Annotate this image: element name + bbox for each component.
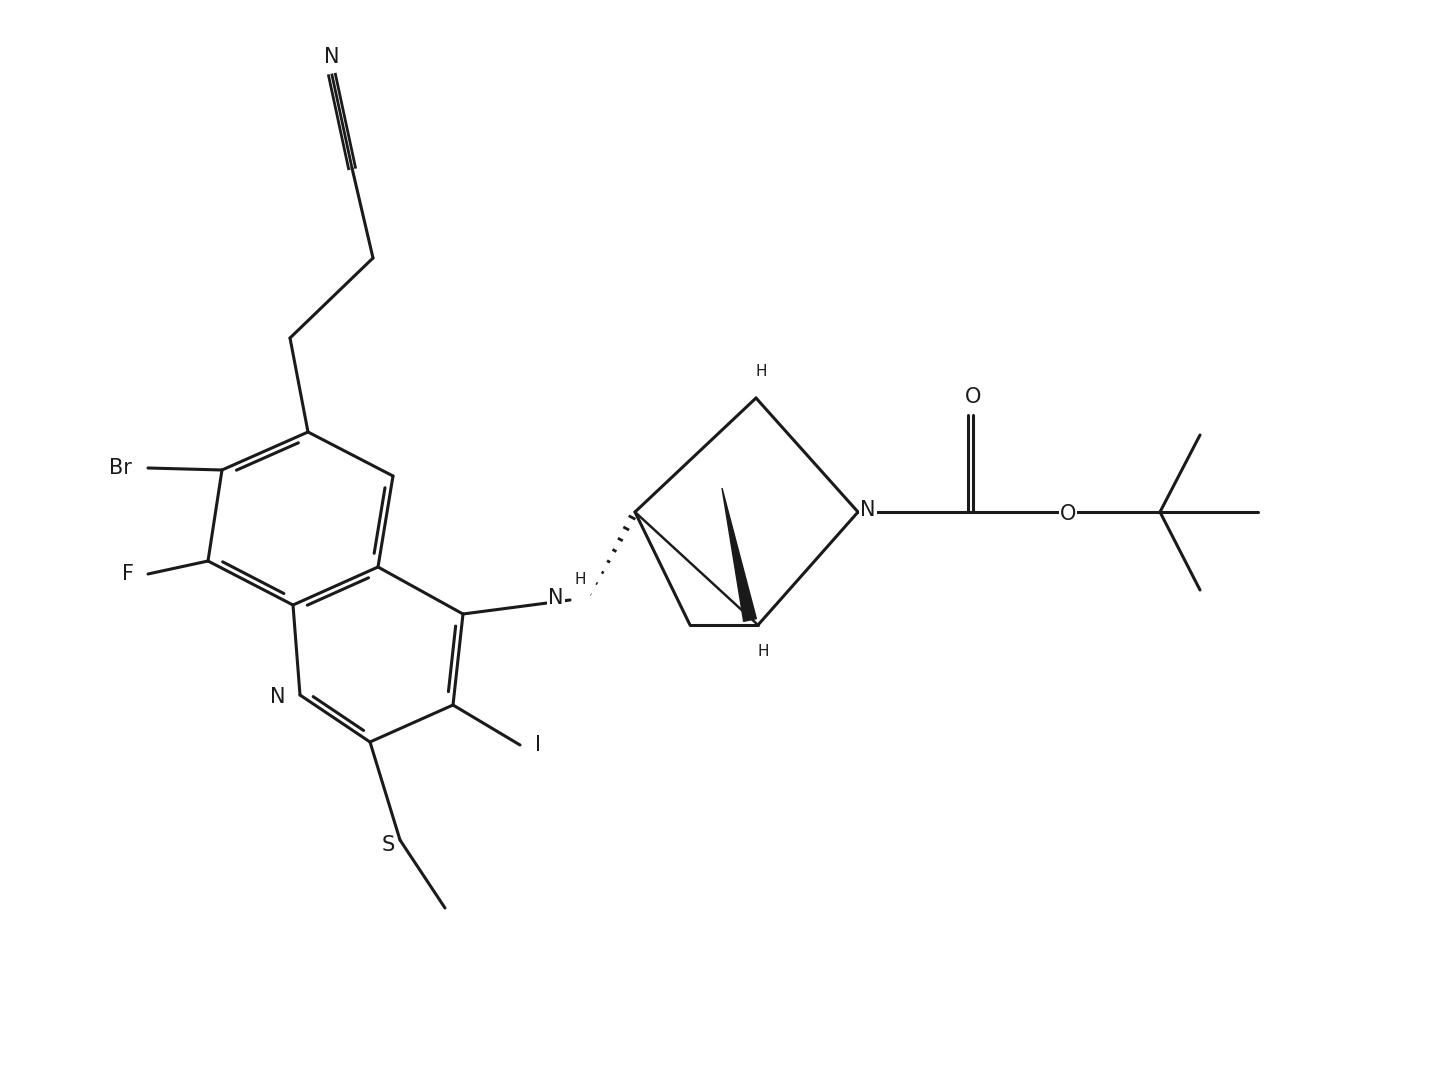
Text: N: N <box>271 687 285 707</box>
Text: H: H <box>756 364 767 379</box>
Text: I: I <box>534 735 542 755</box>
Text: F: F <box>122 564 134 584</box>
Text: H: H <box>574 572 585 588</box>
Text: N: N <box>860 500 875 520</box>
Text: Br: Br <box>109 458 131 479</box>
Text: O: O <box>1060 504 1076 524</box>
Polygon shape <box>722 488 756 621</box>
Text: O: O <box>965 387 981 407</box>
Text: N: N <box>549 588 563 608</box>
Text: H: H <box>757 643 769 658</box>
Text: S: S <box>381 835 395 855</box>
Text: N: N <box>325 47 339 66</box>
